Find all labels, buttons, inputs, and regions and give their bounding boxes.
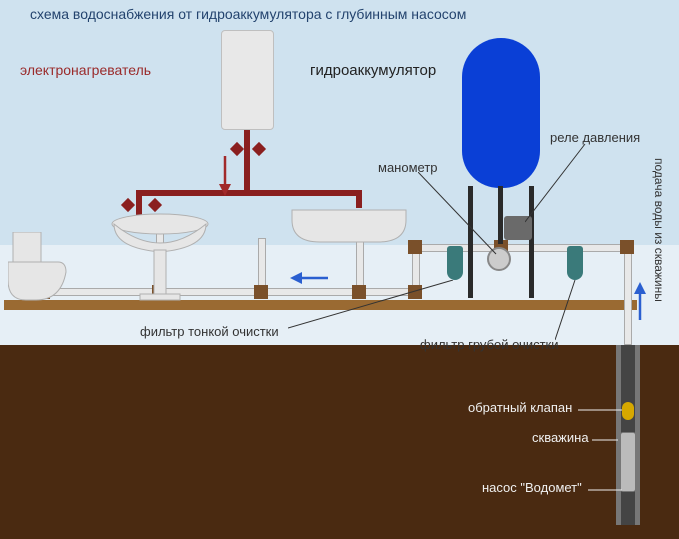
- cold-branch-heater: [258, 238, 266, 292]
- fine-filter-label: фильтр тонкой очистки: [140, 324, 279, 339]
- coarse-filter-leader: [555, 280, 595, 345]
- coarse-filter-label: фильтр грубой очистки: [420, 337, 559, 352]
- hot-pipe-horiz: [136, 190, 362, 196]
- sink-fixture: [110, 212, 210, 302]
- manometer-leader: [418, 172, 508, 262]
- coarse-filter: [567, 246, 583, 280]
- accumulator-label: гидроаккумулятор: [310, 62, 436, 79]
- supply-label: подача воды из скважины: [652, 158, 666, 302]
- cold-arrow-2: [630, 280, 650, 324]
- pump-leader: [588, 487, 622, 493]
- check-valve-body: [622, 402, 634, 420]
- pump-label: насос "Водомет": [482, 480, 582, 495]
- check-valve-label: обратный клапан: [468, 400, 572, 415]
- heater-label: электронагреватель: [20, 62, 151, 78]
- toilet-fixture: [8, 232, 68, 302]
- water-heater: [221, 30, 274, 130]
- relay-leader: [525, 142, 605, 232]
- junc-7: [620, 240, 634, 254]
- fine-filter: [447, 246, 463, 280]
- tub-fixture: [290, 208, 408, 244]
- well-label: скважина: [532, 430, 589, 445]
- pump-body: [620, 432, 636, 492]
- hot-arrow: [215, 154, 235, 198]
- hot-pipe-vert: [244, 130, 250, 190]
- hot-pipe-right-down: [356, 190, 362, 208]
- check-valve-leader: [578, 407, 622, 413]
- cold-arrow-1: [288, 268, 332, 288]
- junc-3: [254, 285, 268, 299]
- fine-filter-leader: [288, 280, 468, 335]
- well-leader: [592, 437, 618, 443]
- diagram-title: схема водоснабжения от гидроаккумулятора…: [30, 6, 466, 22]
